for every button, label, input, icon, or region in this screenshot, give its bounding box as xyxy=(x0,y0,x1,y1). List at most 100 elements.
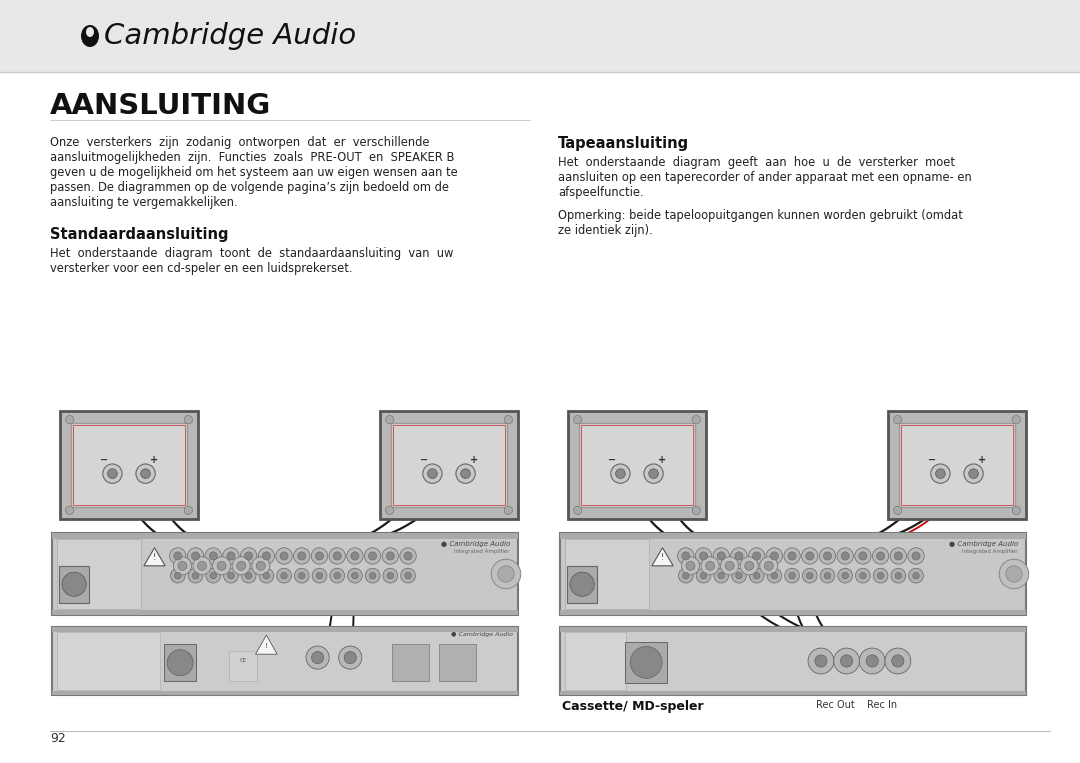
Circle shape xyxy=(893,506,902,514)
Circle shape xyxy=(573,506,582,514)
Circle shape xyxy=(191,552,200,560)
Text: Tapeaansluiting: Tapeaansluiting xyxy=(558,136,689,151)
Circle shape xyxy=(198,562,206,570)
Circle shape xyxy=(237,562,246,570)
Circle shape xyxy=(912,552,920,560)
Bar xyxy=(52,533,518,615)
Circle shape xyxy=(136,464,156,483)
Circle shape xyxy=(877,552,885,560)
Text: passen. De diagrammen op de volgende pagina’s zijn bedoeld om de: passen. De diagrammen op de volgende pag… xyxy=(50,181,449,194)
Circle shape xyxy=(785,568,799,583)
Circle shape xyxy=(734,552,743,560)
Circle shape xyxy=(820,548,836,564)
Circle shape xyxy=(767,568,782,583)
Circle shape xyxy=(714,568,729,583)
Circle shape xyxy=(315,552,324,560)
Circle shape xyxy=(227,552,235,560)
Bar xyxy=(52,533,518,539)
Circle shape xyxy=(333,552,341,560)
Circle shape xyxy=(1005,566,1022,582)
Text: +: + xyxy=(977,455,986,465)
Circle shape xyxy=(840,655,853,667)
Circle shape xyxy=(364,548,381,564)
Circle shape xyxy=(788,552,796,560)
Circle shape xyxy=(258,548,274,564)
Circle shape xyxy=(866,655,878,667)
Ellipse shape xyxy=(86,27,94,37)
Text: Onze  versterkers  zijn  zodanig  ontworpen  dat  er  verschillende: Onze versterkers zijn zodanig ontworpen … xyxy=(50,136,430,149)
Circle shape xyxy=(807,572,813,579)
Bar xyxy=(561,533,1026,615)
Circle shape xyxy=(931,464,950,483)
Circle shape xyxy=(1012,416,1021,423)
Circle shape xyxy=(456,464,475,483)
Circle shape xyxy=(382,548,399,564)
Circle shape xyxy=(649,468,659,478)
Circle shape xyxy=(386,506,394,514)
Circle shape xyxy=(210,572,216,579)
Circle shape xyxy=(681,557,700,575)
Circle shape xyxy=(178,562,187,570)
Circle shape xyxy=(701,557,719,575)
Circle shape xyxy=(873,548,889,564)
Circle shape xyxy=(766,548,783,564)
Circle shape xyxy=(217,562,226,570)
Bar xyxy=(581,425,693,505)
Circle shape xyxy=(611,464,630,483)
Circle shape xyxy=(692,416,701,423)
Text: Het  onderstaande  diagram  geeft  aan  hoe  u  de  versterker  moet: Het onderstaande diagram geeft aan hoe u… xyxy=(558,156,955,169)
Text: Standaardaansluiting: Standaardaansluiting xyxy=(50,227,229,242)
Bar xyxy=(565,539,649,609)
Circle shape xyxy=(913,572,919,579)
Circle shape xyxy=(213,557,231,575)
Text: −: − xyxy=(928,455,936,465)
Circle shape xyxy=(245,572,252,579)
Circle shape xyxy=(771,572,778,579)
Circle shape xyxy=(895,572,902,579)
Text: ● Cambridge Audio: ● Cambridge Audio xyxy=(948,541,1018,547)
Circle shape xyxy=(294,548,310,564)
Circle shape xyxy=(504,416,513,423)
Circle shape xyxy=(400,548,416,564)
Circle shape xyxy=(731,548,747,564)
Text: Cassette/ MD-speler: Cassette/ MD-speler xyxy=(562,700,704,713)
Circle shape xyxy=(908,568,923,583)
Text: CE: CE xyxy=(240,658,246,664)
Circle shape xyxy=(174,552,181,560)
Circle shape xyxy=(894,552,903,560)
Circle shape xyxy=(824,572,831,579)
Circle shape xyxy=(108,468,118,478)
Text: versterker voor een cd-speler en een luidsprekerset.: versterker voor een cd-speler en een lui… xyxy=(50,262,352,275)
Circle shape xyxy=(387,572,393,579)
Circle shape xyxy=(281,572,287,579)
Circle shape xyxy=(854,548,872,564)
Circle shape xyxy=(175,572,181,579)
Bar xyxy=(561,691,1026,695)
Circle shape xyxy=(206,568,220,583)
Circle shape xyxy=(306,646,329,669)
Circle shape xyxy=(422,464,442,483)
Circle shape xyxy=(969,468,978,478)
Bar xyxy=(438,644,476,681)
Text: −: − xyxy=(608,455,617,465)
Circle shape xyxy=(892,655,904,667)
Bar xyxy=(73,425,185,505)
Circle shape xyxy=(748,548,765,564)
Text: aansluiten op een taperecorder of ander apparaat met een opname- en: aansluiten op een taperecorder of ander … xyxy=(558,171,972,184)
Bar xyxy=(0,0,1080,72)
Circle shape xyxy=(841,552,849,560)
Bar xyxy=(52,691,518,695)
Circle shape xyxy=(228,572,234,579)
Text: −: − xyxy=(100,455,108,465)
Circle shape xyxy=(339,646,362,669)
Circle shape xyxy=(696,548,712,564)
Circle shape xyxy=(66,506,73,514)
Bar xyxy=(565,632,625,690)
Circle shape xyxy=(837,548,853,564)
Circle shape xyxy=(802,568,818,583)
Circle shape xyxy=(963,464,983,483)
Bar xyxy=(60,411,198,519)
Circle shape xyxy=(329,568,345,583)
Bar xyxy=(561,627,1026,632)
Text: Rec In: Rec In xyxy=(867,700,897,710)
